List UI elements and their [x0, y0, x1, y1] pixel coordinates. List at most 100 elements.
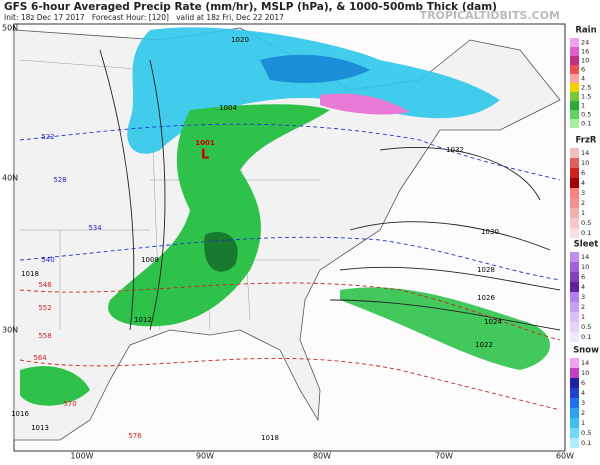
contour-label: L [201, 148, 209, 163]
legend-swatch [570, 56, 579, 65]
rain-area-atlantic [340, 287, 550, 370]
contour-label: 1020 [231, 36, 249, 44]
legend-label: 24 [581, 39, 589, 47]
legend-label: 6 [581, 66, 585, 74]
legend-label: 14 [581, 253, 589, 261]
contour-label: 576 [128, 432, 142, 440]
legend-swatch [570, 428, 579, 438]
legend-label: 0.1 [581, 229, 591, 237]
legend-swatch [570, 74, 579, 83]
legend-swatch [570, 38, 579, 47]
contour-label: 540 [41, 256, 54, 264]
legend-label: 0.1 [581, 120, 591, 128]
legend-swatch [570, 358, 579, 368]
legend-label: 10 [581, 369, 589, 377]
legend-swatch [570, 148, 579, 158]
legend-label: 3 [581, 399, 585, 407]
isobars [99, 49, 561, 331]
contour-label: 1004 [219, 104, 237, 112]
legend-label: 2.5 [581, 84, 591, 92]
legend-swatch [570, 282, 579, 292]
legend-swatch [570, 92, 579, 101]
legend-label: 4 [581, 179, 585, 187]
contour-label: 522 [41, 133, 54, 141]
contour-label: 1008 [141, 256, 159, 264]
legend-swatch [570, 218, 579, 228]
legend-label: 16 [581, 48, 589, 56]
contour-label: 570 [63, 400, 76, 408]
legend-swatch [570, 398, 579, 408]
legend-swatch [570, 368, 579, 378]
legend-title: Sleet [574, 240, 599, 250]
legend-label: 2 [581, 409, 585, 417]
contour-label: 1030 [481, 228, 499, 236]
contour-label: 1024 [484, 318, 502, 326]
legend-swatch [570, 178, 579, 188]
legend-label: 6 [581, 273, 585, 281]
legend-swatch [570, 252, 579, 262]
legend-label: 1 [581, 313, 585, 321]
contour-label: 1018 [261, 434, 279, 442]
contour-label: 1032 [446, 146, 464, 154]
legend-swatch [570, 188, 579, 198]
heavy-snow-area [260, 54, 370, 83]
legend-label: 10 [581, 263, 589, 271]
legend-swatch [570, 65, 579, 74]
legend-swatch [570, 332, 579, 342]
legend-swatch [570, 272, 579, 282]
legend-swatch [570, 208, 579, 218]
contour-label: 1028 [477, 266, 495, 274]
snow-area [127, 27, 500, 154]
lon-label: 60W [556, 452, 574, 461]
rain-area [108, 104, 330, 327]
legend-label: 2 [581, 303, 585, 311]
legend-swatch [570, 198, 579, 208]
legend-label: 1 [581, 419, 585, 427]
legend-swatch [570, 110, 579, 119]
mixed-area [320, 93, 410, 115]
contour-label: 558 [38, 332, 51, 340]
contour-label: 552 [38, 304, 51, 312]
legend-label: 14 [581, 149, 589, 157]
legend-swatch [570, 322, 579, 332]
legend-label: 1.5 [581, 93, 591, 101]
legend-swatch [570, 262, 579, 272]
heavy-rain-area [204, 231, 238, 272]
legend-title: Rain [575, 26, 596, 36]
legend-swatch [570, 83, 579, 92]
legend-swatch [570, 408, 579, 418]
legend-label: 0.5 [581, 429, 591, 437]
legend-swatch [570, 418, 579, 428]
contour-label: 1022 [475, 341, 493, 349]
contour-label: 528 [53, 176, 66, 184]
legend-label: 3 [581, 189, 585, 197]
contour-label: 1012 [134, 316, 152, 324]
legend-label: 10 [581, 57, 589, 65]
legend-label: 0.5 [581, 111, 591, 119]
lat-label: 30N [2, 326, 18, 335]
legend-title: FrzR [576, 136, 597, 146]
rain-area-mexico [20, 366, 90, 406]
subtitle: Init: 18z Dec 17 2017 Forecast Hour: [12… [4, 13, 284, 22]
legend-label: 0.5 [581, 219, 591, 227]
legend-swatch [570, 378, 579, 388]
legend-swatch [570, 438, 579, 448]
legend-swatch [570, 292, 579, 302]
title: GFS 6-hour Averaged Precip Rate (mm/hr),… [4, 1, 497, 13]
legend-label: 2 [581, 199, 585, 207]
legend-label: 4 [581, 389, 585, 397]
lat-label: 50N [2, 24, 18, 33]
legend-swatch [570, 168, 579, 178]
legend-label: 10 [581, 159, 589, 167]
legend-label: 6 [581, 379, 585, 387]
legend-swatch [570, 388, 579, 398]
contour-label: 534 [88, 224, 102, 232]
contour-label: 1001 [195, 139, 215, 147]
legend-label: 1 [581, 209, 585, 217]
legend-swatch [570, 101, 579, 110]
legend-label: 0.1 [581, 439, 591, 447]
contour-label: 1026 [477, 294, 495, 302]
lon-label: 80W [313, 452, 331, 461]
map: 1032 1030 1028 1026 1024 1022 1020 1018 1016 1012… [11, 23, 566, 452]
legend-label: 1 [581, 102, 585, 110]
